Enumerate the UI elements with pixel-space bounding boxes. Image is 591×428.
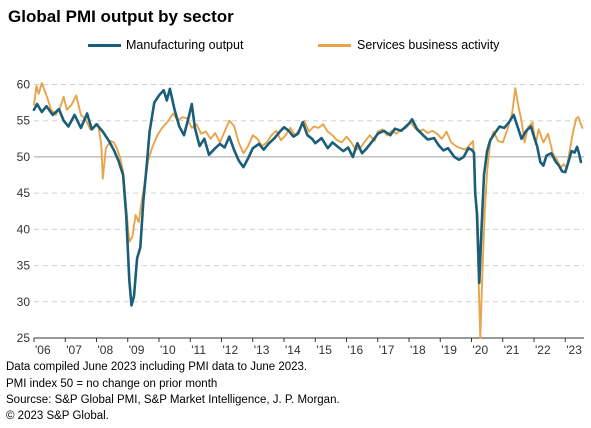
x-tick-label-2017: '17 (379, 343, 395, 357)
x-tick-label-2010: '10 (160, 343, 176, 357)
legend-swatch-services (318, 44, 351, 47)
series-line-services-business-activity (33, 82, 584, 339)
x-tick-label-2016: '16 (348, 343, 364, 357)
x-tick-label-2015: '15 (316, 343, 332, 357)
y-tick-label-60: 60 (17, 77, 31, 91)
footnote-pmi-definition: PMI index 50 = no change on prior month (6, 378, 218, 390)
footnote-copyright: © 2023 S&P Global. (6, 410, 109, 422)
x-tick-label-2021: '21 (504, 343, 520, 357)
x-tick-label-2014: '14 (285, 343, 301, 357)
x-tick-label-2019: '19 (441, 343, 457, 357)
footnote-data-compiled: Data compiled June 2023 including PMI da… (6, 361, 308, 373)
x-tick-label-2006: '06 (35, 343, 51, 357)
chart-title: Global PMI output by sector (8, 7, 234, 26)
x-tick-label-2012: '12 (223, 343, 239, 357)
y-tick-label-35: 35 (17, 259, 31, 273)
x-tick-label-2008: '08 (98, 343, 114, 357)
y-tick-label-40: 40 (17, 222, 31, 236)
x-tick-label-2022: '22 (535, 343, 551, 357)
y-tick-label-55: 55 (17, 114, 31, 128)
y-tick-label-25: 25 (17, 331, 31, 345)
x-tick-label-2011: '11 (191, 343, 206, 357)
y-tick-label-45: 45 (17, 186, 31, 200)
x-tick-label-2007: '07 (66, 343, 82, 357)
x-tick-label-2018: '18 (410, 343, 426, 357)
y-tick-label-30: 30 (17, 295, 31, 309)
y-tick-label-50: 50 (17, 150, 31, 164)
legend-swatch-manufacturing (88, 44, 121, 47)
legend-label-manufacturing: Manufacturing output (126, 38, 244, 52)
x-tick-label-2023: '23 (566, 343, 582, 357)
series-line-manufacturing-output (32, 87, 583, 307)
x-tick-label-2009: '09 (129, 343, 145, 357)
x-tick-label-2013: '13 (254, 343, 270, 357)
footnote-source: Sourcse: S&P Global PMI, S&P Market Inte… (6, 394, 340, 406)
legend-label-services: Services business activity (357, 38, 500, 52)
x-tick-label-2020: '20 (473, 343, 489, 357)
